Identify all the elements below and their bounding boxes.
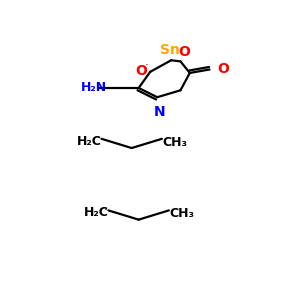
Text: ··: ·· <box>180 46 185 55</box>
Text: CH₃: CH₃ <box>163 136 188 149</box>
Text: H₂C: H₂C <box>84 206 109 219</box>
Text: O: O <box>179 45 190 58</box>
Text: ·: · <box>97 132 101 145</box>
Text: H₂N: H₂N <box>80 82 106 94</box>
Text: O: O <box>217 61 229 76</box>
Text: ·: · <box>104 204 108 217</box>
Text: H₂C: H₂C <box>77 135 102 148</box>
Text: ·: · <box>145 59 149 73</box>
Text: O: O <box>135 64 147 78</box>
Text: CH₃: CH₃ <box>169 207 195 220</box>
Text: N: N <box>154 105 165 118</box>
Text: Sn: Sn <box>160 44 180 58</box>
